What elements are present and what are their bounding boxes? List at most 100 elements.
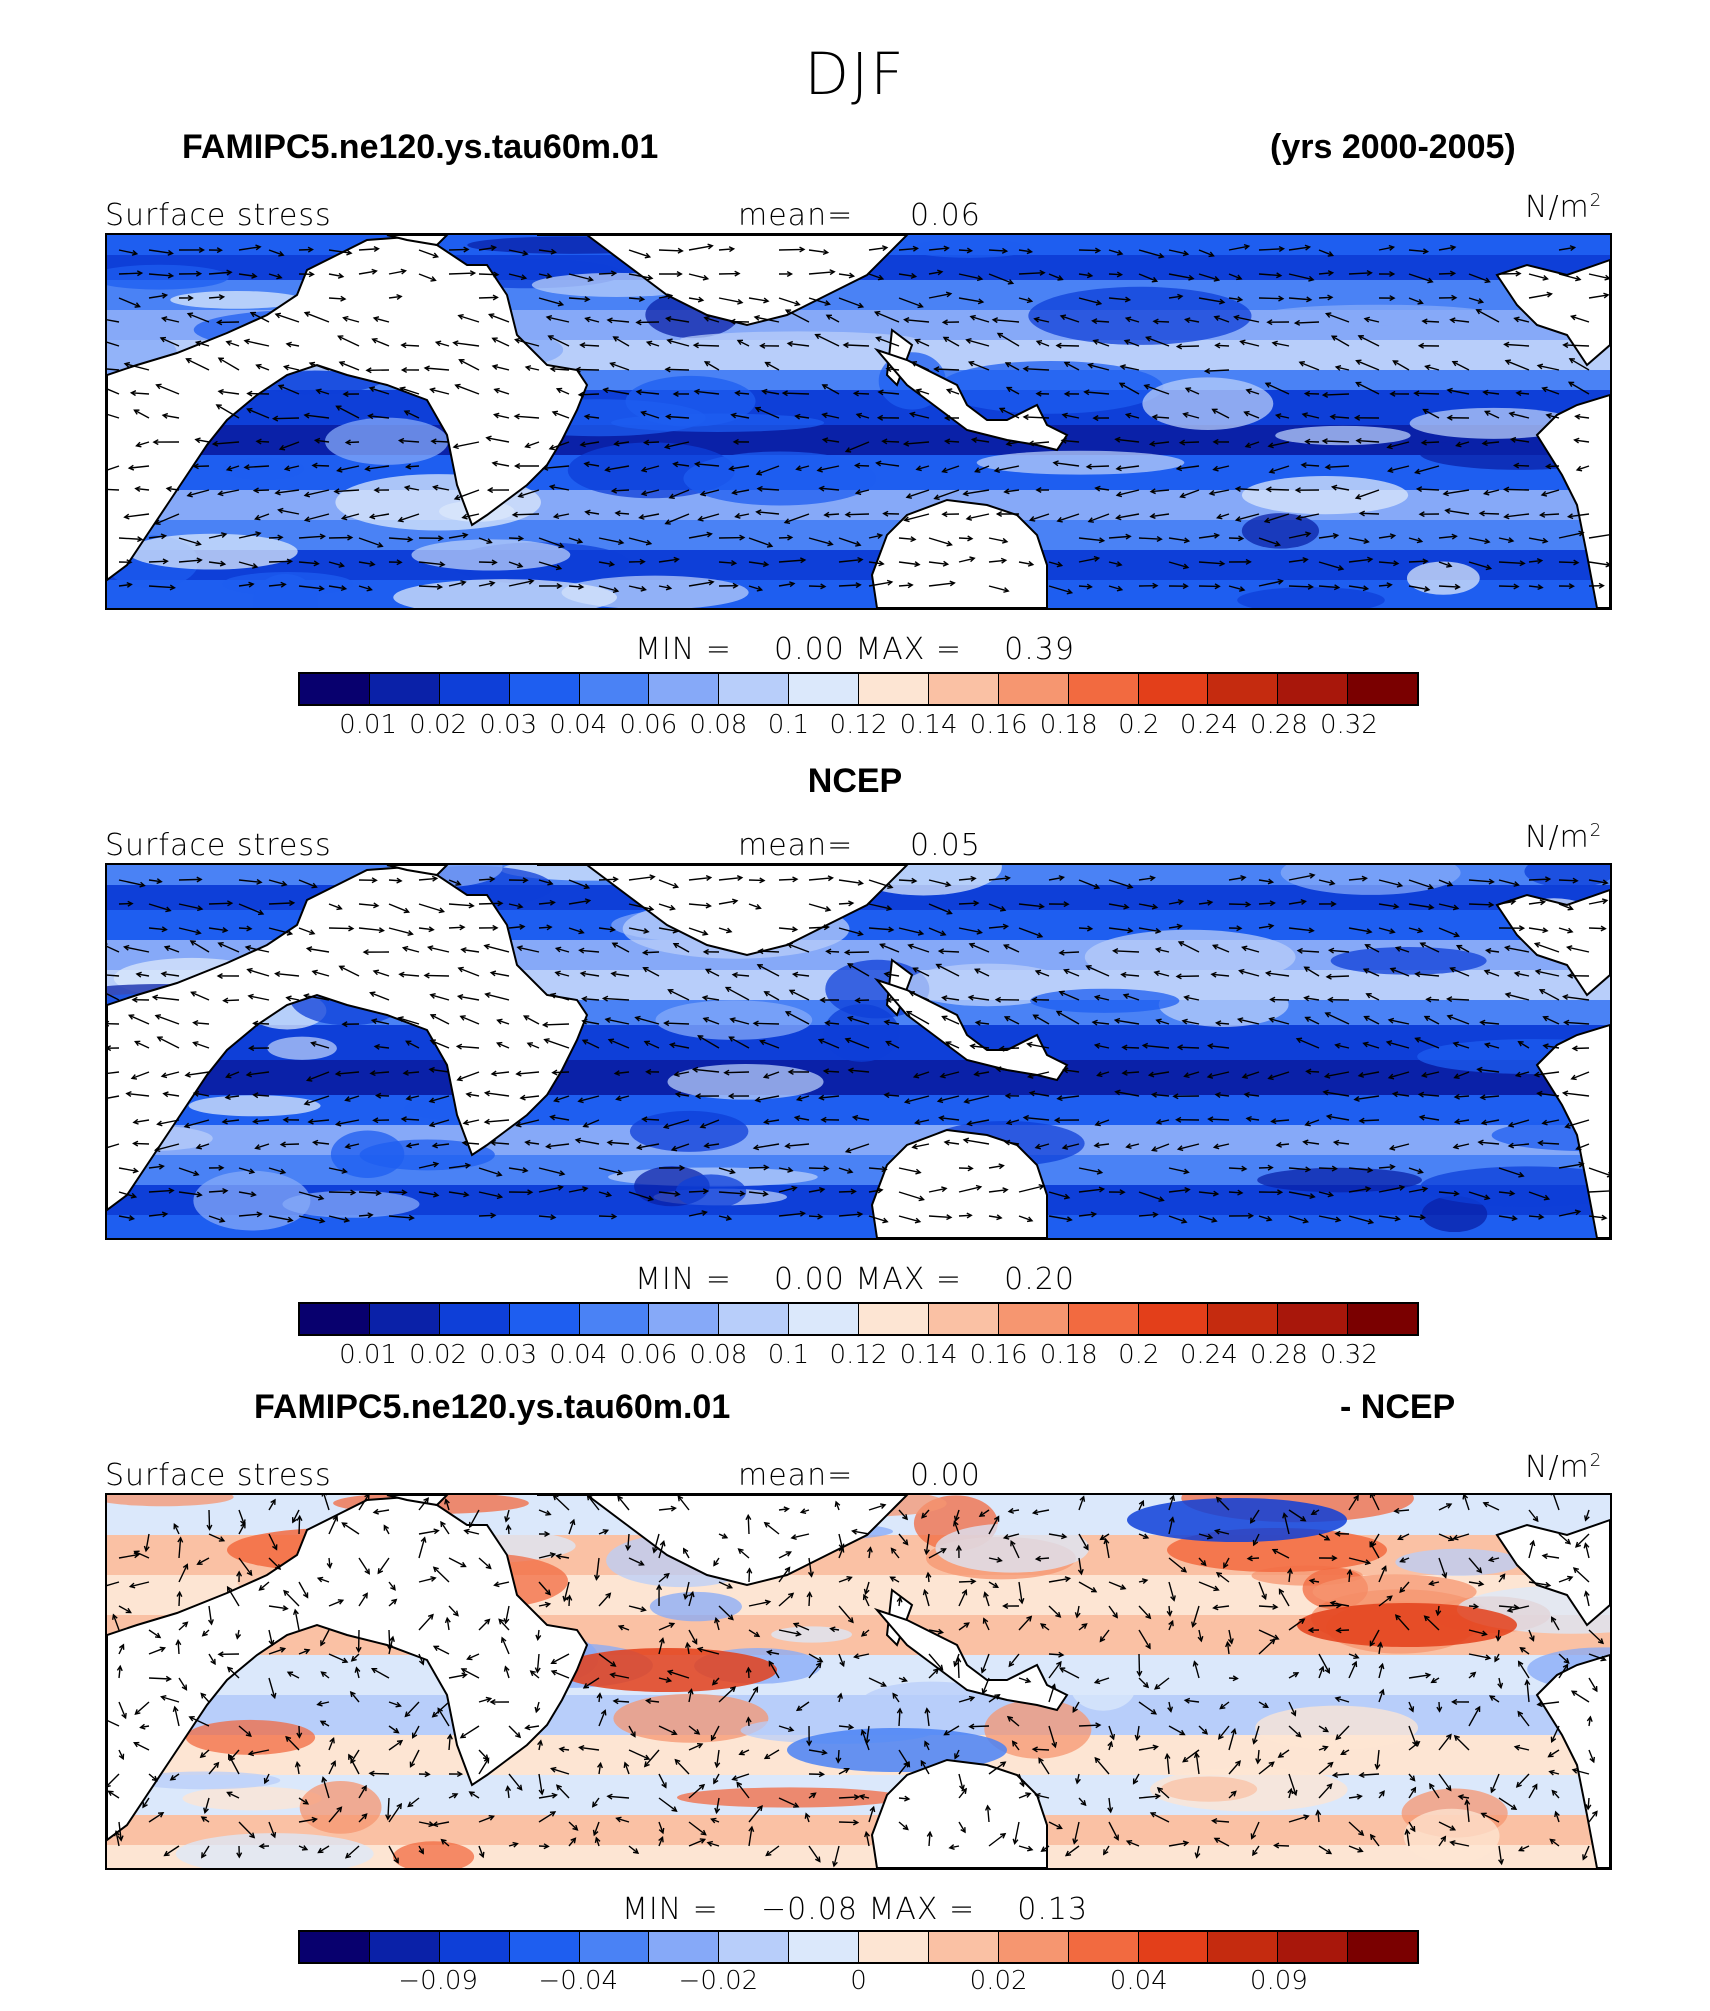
wind-vector-arrow	[118, 1191, 138, 1199]
wind-vector-arrow	[1310, 1509, 1320, 1515]
wind-vector-arrow	[579, 970, 600, 977]
wind-vector-arrow	[148, 1812, 165, 1823]
wind-vector-arrow	[969, 314, 990, 323]
wind-vector-arrow	[748, 1190, 769, 1197]
wind-vector-arrow	[1138, 535, 1163, 543]
wind-vector-arrow	[1418, 1114, 1440, 1121]
wind-vector-arrow	[1198, 583, 1221, 590]
wind-vector-arrow	[786, 942, 810, 953]
map-difference	[105, 1493, 1612, 1870]
wind-vector-arrow	[484, 992, 510, 1001]
wind-vector-arrow	[208, 532, 228, 539]
wind-vector-arrow	[1168, 1187, 1191, 1193]
contour-patch	[667, 1064, 824, 1100]
wind-vector-arrow	[1177, 941, 1200, 953]
wind-vector-arrow	[853, 1653, 870, 1660]
wind-vector-arrow	[107, 368, 120, 371]
wind-vector-arrow	[658, 1505, 677, 1512]
wind-vector-arrow	[592, 1821, 600, 1837]
wind-vector-arrow	[176, 1590, 183, 1607]
wind-vector-arrow	[1026, 1041, 1050, 1049]
continent-outline	[386, 235, 449, 247]
wind-vector-arrow	[761, 388, 780, 395]
contour-patch	[188, 1095, 321, 1117]
wind-vector-arrow	[160, 1695, 180, 1703]
continent-outline	[870, 498, 1048, 608]
wind-vector-arrow	[1408, 297, 1424, 305]
wind-vector-arrow	[1277, 1749, 1290, 1758]
wind-vector-arrow	[211, 440, 240, 447]
wind-vector-arrow	[505, 1523, 512, 1535]
continent-outline	[873, 1607, 1069, 1712]
wind-vector-arrow	[388, 1725, 400, 1734]
wind-vector-arrow	[969, 1043, 990, 1050]
wind-vector-arrow	[1588, 1167, 1610, 1178]
colorbar-tick-label: 0	[850, 1966, 867, 1996]
colorbar-swatch	[439, 1304, 510, 1334]
wind-vector-arrow	[838, 900, 855, 907]
wind-vector-arrow	[1031, 1509, 1050, 1516]
wind-vector-arrow	[1275, 1141, 1290, 1148]
wind-vector-arrow	[1078, 1533, 1089, 1551]
wind-vector-arrow	[1340, 1749, 1350, 1755]
wind-vector-arrow	[268, 900, 296, 907]
wind-vector-arrow	[192, 1020, 210, 1027]
wind-vector-arrow	[808, 875, 834, 882]
wind-vector-arrow	[1228, 1165, 1248, 1172]
min-max-readout: MIN = 0.00 MAX = 0.20	[635, 1262, 1075, 1297]
wind-vector-arrow	[1355, 359, 1380, 371]
wind-vector-arrow	[1528, 291, 1553, 299]
wind-vector-arrow	[579, 441, 600, 448]
wind-vector-arrow	[1358, 510, 1380, 517]
wind-vector-arrow	[1096, 1071, 1110, 1078]
wind-vector-arrow	[1216, 513, 1230, 520]
wind-vector-arrow	[1214, 342, 1230, 349]
wind-vector-arrow	[1212, 438, 1230, 445]
wind-vector-arrow	[552, 1495, 570, 1511]
wind-vector-arrow	[1318, 532, 1340, 539]
wind-vector-arrow	[1561, 1090, 1590, 1097]
wind-vector-arrow	[973, 968, 990, 977]
wind-vector-arrow	[178, 294, 194, 301]
wind-vector-arrow	[666, 1669, 690, 1679]
wind-vector-arrow	[688, 875, 713, 881]
wind-vector-arrow	[656, 1583, 663, 1607]
wind-vector-arrow	[1039, 1623, 1050, 1631]
wind-vector-arrow	[748, 903, 762, 910]
wind-vector-arrow	[926, 1830, 933, 1847]
wind-vector-arrow	[208, 900, 234, 907]
wind-vector-arrow	[1408, 1773, 1416, 1782]
wind-vector-arrow	[1392, 360, 1410, 371]
wind-vector-arrow	[1198, 249, 1215, 258]
wind-vector-arrow	[868, 579, 894, 587]
wind-vector-arrow	[1378, 560, 1400, 567]
wind-vector-arrow	[1513, 316, 1530, 323]
wind-vector-arrow	[221, 1118, 240, 1125]
wind-vector-arrow	[1288, 244, 1312, 251]
wind-vector-arrow	[418, 1576, 437, 1583]
wind-vector-arrow	[1541, 1119, 1560, 1126]
wind-vector-arrow	[548, 441, 570, 451]
wind-vector-arrow	[1487, 1556, 1500, 1563]
wind-vector-arrow	[1198, 1725, 1209, 1735]
wind-vector-arrow	[1241, 1071, 1260, 1079]
continent-outline	[873, 347, 1069, 452]
wind-vector-arrow	[795, 1095, 810, 1102]
wind-vector-arrow	[1455, 441, 1470, 448]
wind-vector-arrow	[628, 558, 646, 565]
wind-vector-arrow	[1332, 1139, 1350, 1146]
wind-vector-arrow	[1301, 412, 1320, 419]
wind-vector-arrow	[123, 944, 150, 953]
wind-vector-arrow	[238, 531, 262, 539]
wind-vector-arrow	[1048, 1215, 1073, 1223]
wind-vector-arrow	[610, 487, 630, 494]
wind-vector-arrow	[549, 992, 570, 1001]
wind-vector-arrow	[778, 1166, 794, 1173]
wind-vector-arrow	[936, 1095, 960, 1104]
wind-vector-arrow	[455, 1043, 480, 1050]
wind-vector-arrow	[208, 1188, 229, 1195]
wind-vector-arrow	[1430, 1677, 1440, 1684]
wind-vector-arrow	[285, 995, 300, 1002]
wind-vector-arrow	[148, 1773, 158, 1782]
wind-vector-arrow	[718, 1581, 734, 1589]
